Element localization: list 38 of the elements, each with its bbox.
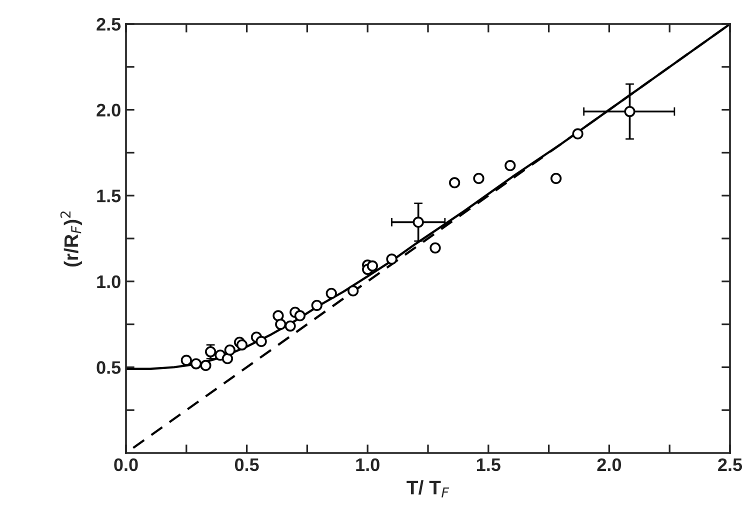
point — [272, 310, 284, 322]
point — [572, 128, 584, 140]
x-tick-label: 0.0 — [114, 458, 138, 472]
point — [504, 160, 516, 172]
point — [275, 318, 286, 330]
point — [412, 216, 424, 228]
point — [222, 353, 234, 364]
x-axis-title: T/ T$_{F}$ — [406, 480, 450, 498]
point — [430, 242, 441, 254]
y-tick-label: 0.5 — [96, 361, 121, 374]
y-tick-label: 1.5 — [97, 190, 121, 202]
point — [224, 344, 236, 356]
point — [204, 346, 216, 358]
point — [284, 320, 296, 332]
point — [366, 260, 378, 272]
point — [180, 354, 192, 366]
point — [624, 106, 636, 118]
x-tick-label: 2.5 — [718, 458, 742, 472]
y-tick-label: 1.0 — [97, 275, 120, 288]
point — [386, 254, 398, 265]
point — [326, 288, 337, 299]
point — [190, 358, 202, 370]
point — [236, 339, 248, 350]
x-tick-label: 2.0 — [597, 458, 622, 472]
point — [449, 177, 460, 188]
point — [311, 300, 322, 311]
x-tick-label: 0.5 — [234, 458, 259, 472]
y-tick-label: 2.0 — [96, 104, 120, 117]
point — [294, 310, 306, 322]
y-tick-label: 2.5 — [96, 18, 121, 31]
point — [256, 336, 267, 348]
point — [550, 172, 562, 184]
x-tick-label: 1.5 — [476, 458, 500, 472]
point — [473, 172, 484, 184]
y-axis-title: (r/R$_{F}$)$^{2}$ — [60, 211, 82, 267]
x-tick-label: 1.0 — [356, 458, 380, 472]
point — [200, 360, 212, 372]
point — [348, 285, 359, 296]
